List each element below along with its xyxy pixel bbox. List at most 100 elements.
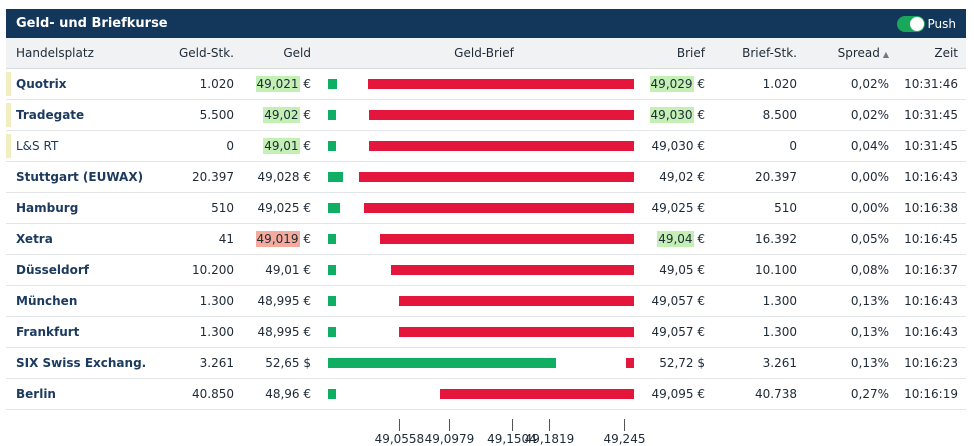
table-row[interactable]: Xetra 41 49,019 € 49,04 € 16.392 0,05% 1… [6,223,966,255]
ask-cell: 49,05 € [649,254,713,286]
time-cell: 10:16:38 [897,192,966,224]
axis-tick [624,419,626,431]
bid-cell: 49,01 € [242,130,319,162]
axis-tick-label: 49,0979 [424,432,475,446]
bid-currency: € [299,201,311,215]
bid-size-cell: 20.397 [166,161,242,193]
col-header-time[interactable]: Zeit [897,38,966,69]
panel-title: Geld- und Briefkurse [16,16,168,31]
spread-cell: 0,00% [805,192,897,224]
venue-link[interactable]: SIX Swiss Exchang. [16,356,147,370]
live-marker [6,289,11,313]
live-marker [6,72,11,96]
ask-cell: 52,72 $ [649,347,713,379]
bid-cell: 49,01 € [242,254,319,286]
venue-cell: Stuttgart (EUWAX) [6,161,166,193]
col-header-bid-size[interactable]: Geld-Stk. [166,38,242,69]
venue-link[interactable]: Hamburg [16,201,79,215]
axis-tick [549,419,551,431]
table-row[interactable]: L&S RT 0 49,01 € 49,030 € 0 0,04% 10:31:… [6,130,966,162]
ask-cell: 49,057 € [649,316,713,348]
bid-size-cell: 10.200 [166,254,242,286]
spread-cell: 0,04% [805,130,897,162]
ask-bar [398,296,634,306]
ask-value: 49,030 [651,139,694,153]
col-header-ask[interactable]: Brief [649,38,713,69]
venue-link[interactable]: Quotrix [16,77,67,91]
ask-currency: € [693,170,705,184]
col-header-venue[interactable]: Handelsplatz [6,38,166,69]
spread-cell: 0,00% [805,161,897,193]
bid-value: 49,028 [257,170,300,184]
ask-cell: 49,095 € [649,378,713,410]
table-row[interactable]: Stuttgart (EUWAX) 20.397 49,028 € 49,02 … [6,161,966,193]
venue-link[interactable]: Berlin [16,387,56,401]
venue-link[interactable]: Tradegate [16,108,85,122]
bid-bar [328,327,336,337]
venue-link[interactable]: München [16,294,78,308]
venue-cell: Frankfurt [6,316,166,348]
venue-link[interactable]: Stuttgart (EUWAX) [16,170,144,184]
bid-currency: € [299,170,311,184]
ask-size-cell: 16.392 [713,223,805,255]
bid-size-cell: 0 [166,130,242,162]
table-row[interactable]: Hamburg 510 49,025 € 49,025 € 510 0,00% … [6,192,966,224]
toggle-switch-icon[interactable] [896,15,925,32]
bid-bar [328,296,336,306]
bid-currency: € [299,263,311,277]
table-row[interactable]: München 1.300 48,995 € 49,057 € 1.300 0,… [6,285,966,317]
bid-bar [328,203,341,213]
quotes-table: Handelsplatz Geld-Stk. Geld Geld-Brief B… [6,38,966,410]
spread-bar-cell [319,378,649,410]
live-marker [6,258,11,282]
ask-size-cell: 1.020 [713,68,805,100]
col-header-ask-size[interactable]: Brief-Stk. [713,38,805,69]
axis-tick-label: 49,245 [603,432,646,446]
push-toggle[interactable]: Push [896,15,956,32]
ask-currency: € [693,77,705,91]
time-cell: 10:16:43 [897,161,966,193]
bid-currency: € [299,232,311,246]
ask-bar [364,203,634,213]
ask-cell: 49,029 € [649,68,713,100]
bid-currency: € [299,294,311,308]
table-row[interactable]: SIX Swiss Exchang. 3.261 52,65 $ 52,72 $… [6,347,966,379]
col-header-bid[interactable]: Geld [242,38,319,69]
bid-value: 48,995 [257,294,300,308]
table-row[interactable]: Quotrix 1.020 49,021 € 49,029 € 1.020 0,… [6,68,966,100]
table-row[interactable]: Berlin 40.850 48,96 € 49,095 € 40.738 0,… [6,378,966,410]
time-cell: 10:31:45 [897,99,966,131]
venue-link[interactable]: L&S RT [16,139,59,153]
venue-link[interactable]: Düsseldorf [16,263,90,277]
live-marker [6,227,11,251]
venue-cell: Düsseldorf [6,254,166,286]
venue-cell: L&S RT [6,130,166,162]
ask-bar [368,79,634,89]
col-header-spread[interactable]: Spread ▲ [805,38,897,69]
table-row[interactable]: Frankfurt 1.300 48,995 € 49,057 € 1.300 … [6,316,966,348]
bid-cell: 49,025 € [242,192,319,224]
venue-link[interactable]: Frankfurt [16,325,80,339]
axis-tick [399,419,401,431]
live-marker [6,196,11,220]
axis-tick-label: 49,1819 [524,432,575,446]
live-marker [6,351,11,375]
venue-link[interactable]: Xetra [16,232,53,246]
bid-bar [328,110,336,120]
bid-currency: € [299,387,311,401]
bid-value: 49,021 [255,76,300,92]
spread-bar-cell [319,130,649,162]
ask-value: 49,095 [651,387,694,401]
time-cell: 10:31:45 [897,130,966,162]
table-row[interactable]: Tradegate 5.500 49,02 € 49,030 € 8.500 0… [6,99,966,131]
table-row[interactable]: Düsseldorf 10.200 49,01 € 49,05 € 10.100… [6,254,966,286]
ask-cell: 49,057 € [649,285,713,317]
live-marker [6,103,11,127]
ask-bar [391,265,634,275]
time-cell: 10:16:43 [897,316,966,348]
spread-bar-cell [319,161,649,193]
venue-cell: Xetra [6,223,166,255]
spread-bar-cell [319,68,649,100]
axis-tick-label: 49,1504 [487,432,537,446]
ask-size-cell: 0 [713,130,805,162]
